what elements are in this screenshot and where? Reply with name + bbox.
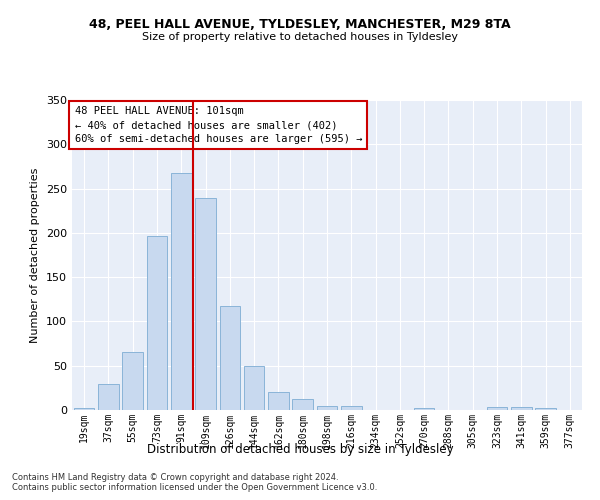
Bar bbox=[341, 406, 362, 410]
Bar bbox=[195, 198, 216, 410]
Bar bbox=[511, 408, 532, 410]
Text: Distribution of detached houses by size in Tyldesley: Distribution of detached houses by size … bbox=[146, 442, 454, 456]
Bar bbox=[487, 408, 508, 410]
Text: 48 PEEL HALL AVENUE: 101sqm
← 40% of detached houses are smaller (402)
60% of se: 48 PEEL HALL AVENUE: 101sqm ← 40% of det… bbox=[74, 106, 362, 144]
Bar bbox=[98, 384, 119, 410]
Text: Size of property relative to detached houses in Tyldesley: Size of property relative to detached ho… bbox=[142, 32, 458, 42]
Bar bbox=[292, 400, 313, 410]
Bar bbox=[122, 352, 143, 410]
Bar bbox=[268, 392, 289, 410]
Bar bbox=[171, 172, 191, 410]
Bar bbox=[317, 406, 337, 410]
Bar bbox=[414, 408, 434, 410]
Text: Contains HM Land Registry data © Crown copyright and database right 2024.: Contains HM Land Registry data © Crown c… bbox=[12, 472, 338, 482]
Bar bbox=[244, 366, 265, 410]
Y-axis label: Number of detached properties: Number of detached properties bbox=[31, 168, 40, 342]
Bar bbox=[74, 408, 94, 410]
Text: Contains public sector information licensed under the Open Government Licence v3: Contains public sector information licen… bbox=[12, 482, 377, 492]
Bar bbox=[535, 408, 556, 410]
Text: 48, PEEL HALL AVENUE, TYLDESLEY, MANCHESTER, M29 8TA: 48, PEEL HALL AVENUE, TYLDESLEY, MANCHES… bbox=[89, 18, 511, 30]
Bar bbox=[146, 236, 167, 410]
Bar bbox=[220, 306, 240, 410]
